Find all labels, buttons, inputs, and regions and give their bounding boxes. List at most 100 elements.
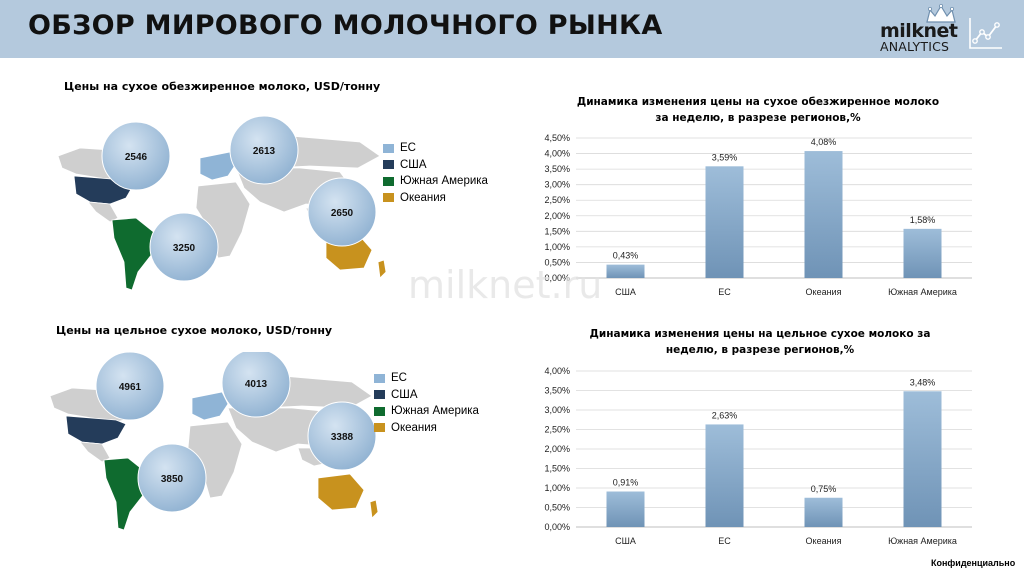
legend-label: США [400, 158, 427, 171]
map-legend-2: ЕС США Южная Америка Океания [374, 370, 479, 436]
legend-swatch [383, 176, 394, 186]
price-value-oceania: 2650 [331, 208, 354, 219]
price-bubble-circle [307, 177, 377, 247]
y-tick-label: 2,50% [544, 195, 570, 205]
y-tick-label: 3,00% [544, 180, 570, 190]
price-bubble-circle [307, 401, 377, 471]
y-tick-label: 3,00% [544, 405, 570, 415]
price-bubble-circle [149, 212, 219, 282]
chart-title-1-line-2: за неделю, в разрезе регионов,% [655, 112, 861, 124]
category-label: ЕС [718, 536, 731, 546]
map-south-america [103, 457, 149, 531]
bar [705, 424, 744, 527]
legend-swatch [374, 390, 385, 400]
logo-subtitle: ANALYTICS [880, 39, 950, 54]
legend-swatch [374, 406, 385, 416]
chart-title-2-line-2: неделю, в разрезе регионов,% [665, 344, 855, 356]
bar [903, 391, 942, 527]
price-bubble-usa: 4961 [95, 352, 165, 421]
legend-label: ЕС [391, 372, 407, 385]
map-new-zealand [377, 259, 387, 279]
world-map-1: 2546 2613 2650 3250 [57, 115, 387, 291]
price-bubble-eu: 4013 [221, 352, 291, 418]
map-mexico [87, 201, 119, 223]
bar [903, 228, 942, 278]
category-label: Океания [806, 536, 842, 546]
map-usa [65, 415, 127, 445]
y-tick-label: 1,50% [544, 464, 570, 474]
data-label: 3,59% [712, 152, 738, 162]
price-bubble-circle [101, 121, 171, 191]
y-tick-label: 1,50% [544, 226, 570, 236]
bar [705, 166, 744, 278]
price-bubble-south-america: 3850 [137, 443, 207, 513]
data-label: 3,48% [910, 377, 936, 387]
y-tick-label: 1,00% [544, 483, 570, 493]
legend-item-eu: ЕС [374, 370, 479, 387]
price-value-oceania: 3388 [331, 432, 354, 443]
data-label: 0,43% [613, 251, 639, 261]
map-mexico [79, 441, 111, 463]
bar [606, 264, 645, 278]
header-bar: ОБЗОР МИРОВОГО МОЛОЧНОГО РЫНКА milknet A… [0, 0, 1024, 58]
legend-swatch [374, 423, 385, 433]
chart-title-1-line-1: Динамика изменения цены на сухое обезжир… [576, 96, 940, 108]
category-label: США [615, 536, 636, 546]
legend-item-eu: ЕС [383, 140, 488, 157]
price-bubble-south-america: 3250 [149, 212, 219, 282]
y-tick-label: 2,00% [544, 444, 570, 454]
map-europe [191, 391, 229, 421]
logo: milknet ANALYTICS [872, 4, 1012, 56]
map-new-zealand [369, 499, 379, 519]
bar-chart-1: 0,00% 0,50% 1,00% 1,50% 2,00% 2,50% 3,00% 3,50%… [544, 133, 972, 297]
page-title: ОБЗОР МИРОВОГО МОЛОЧНОГО РЫНКА [28, 10, 663, 41]
legend-label: Океания [391, 421, 437, 434]
y-tick-label: 0,00% [544, 522, 570, 532]
crown-icon [926, 4, 956, 23]
bar [804, 497, 843, 527]
price-value-eu: 2613 [253, 146, 276, 157]
data-label: 4,08% [811, 137, 837, 147]
category-label: ЕС [718, 287, 731, 297]
data-label: 0,75% [811, 484, 837, 494]
legend-swatch [383, 193, 394, 203]
legend-label: Южная Америка [400, 175, 488, 188]
legend-label: ЕС [400, 142, 416, 155]
price-bubble-eu: 2613 [229, 115, 299, 185]
price-bubble-circle [137, 443, 207, 513]
price-bubble-oceania: 2650 [307, 177, 377, 247]
world-map-2: 4961 4013 3388 3850 [49, 352, 379, 531]
price-bubble-circle [229, 115, 299, 185]
price-bubble-circle [95, 352, 165, 421]
legend-swatch [383, 143, 394, 153]
legend-label: США [391, 388, 418, 401]
y-tick-label: 4,00% [544, 366, 570, 376]
bar [804, 151, 843, 278]
legend-item-usa: США [383, 157, 488, 174]
legend-swatch [383, 160, 394, 170]
map-africa [195, 181, 251, 259]
price-value-usa: 4961 [119, 382, 142, 393]
map-title-1: Цены на сухое обезжиренное молоко, USD/т… [64, 80, 381, 93]
category-label: Южная Америка [888, 287, 957, 297]
legend-swatch [374, 373, 385, 383]
legend-item-oceania: Океания [383, 190, 488, 207]
category-label: Южная Америка [888, 536, 957, 546]
legend-item-south-america: Южная Америка [374, 403, 479, 420]
legend-item-oceania: Океания [374, 420, 479, 437]
y-tick-label: 0,00% [544, 273, 570, 283]
bar [606, 491, 645, 527]
chart-title-2-line-1: Динамика изменения цены на цельное сухое… [589, 328, 931, 340]
price-value-usa: 2546 [125, 152, 148, 163]
map-south-america [111, 217, 157, 291]
y-tick-label: 0,50% [544, 257, 570, 267]
legend-label: Южная Америка [391, 405, 479, 418]
map-title-2: Цены на цельное сухое молоко, USD/тонну [56, 324, 333, 337]
price-value-eu: 4013 [245, 379, 268, 390]
price-bubble-oceania: 3388 [307, 401, 377, 471]
data-label: 2,63% [712, 410, 738, 420]
price-bubble-usa: 2546 [101, 121, 171, 191]
price-value-south-america: 3250 [173, 243, 196, 254]
y-tick-label: 4,50% [544, 133, 570, 143]
price-value-south-america: 3850 [161, 474, 184, 485]
